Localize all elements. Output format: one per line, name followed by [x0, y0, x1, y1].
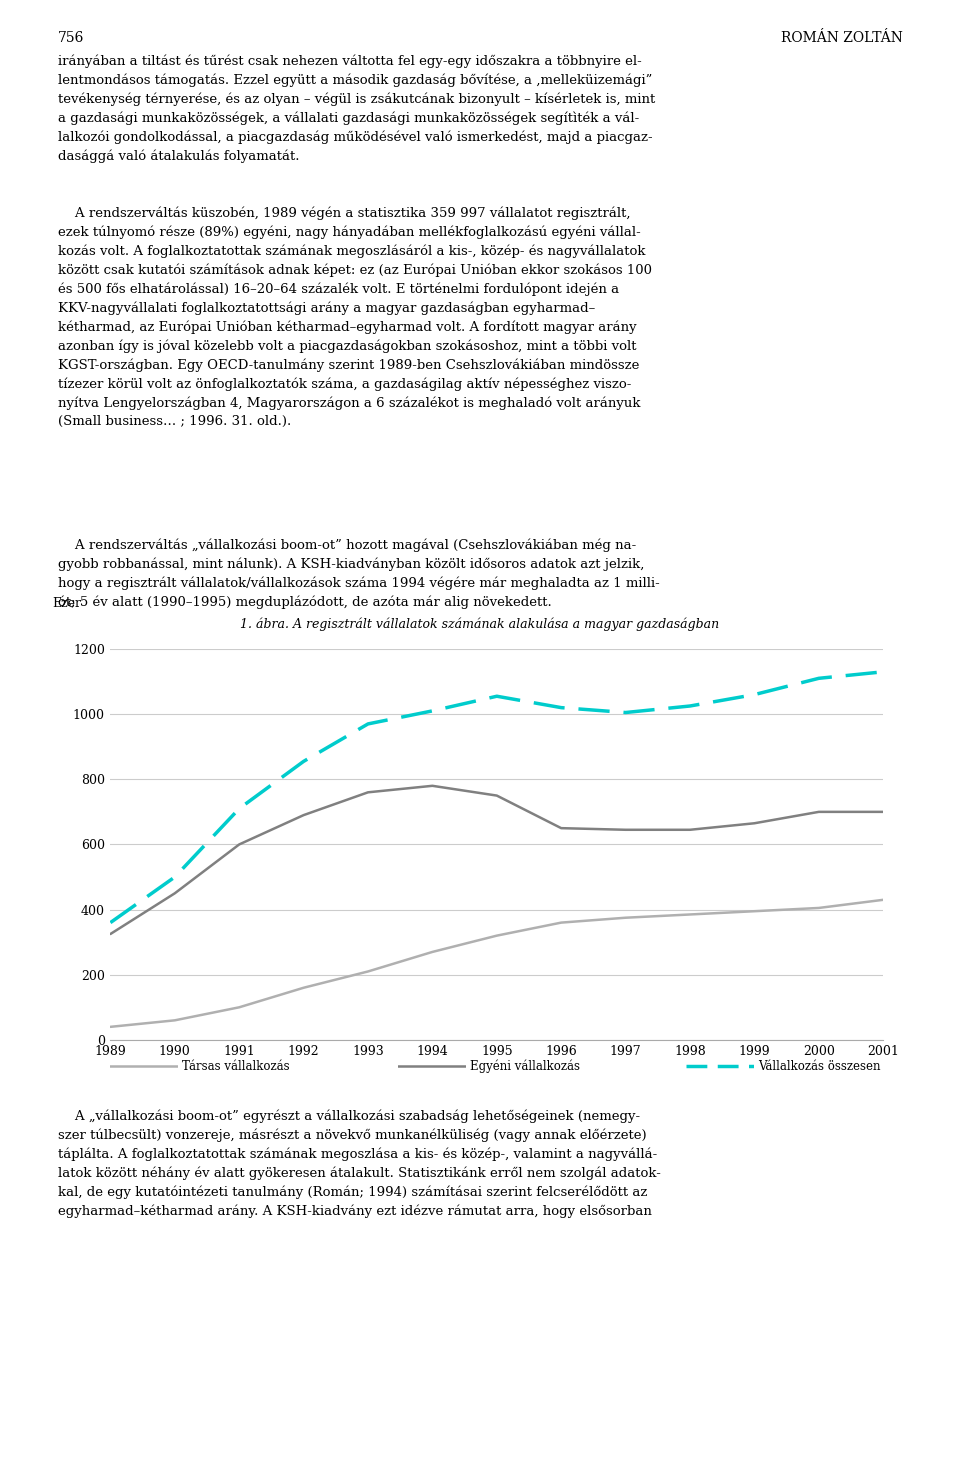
Text: 1. ábra. A regisztrált vállalatok számának alakulása a magyar gazdaságban: 1. ábra. A regisztrált vállalatok számán…	[240, 618, 720, 631]
Text: A „vállalkozási boom-ot” egyrészt a vállalkozási szabadság lehetőségeinek (nemeg: A „vállalkozási boom-ot” egyrészt a váll…	[58, 1109, 660, 1217]
Text: Társas vállalkozás: Társas vállalkozás	[182, 1061, 290, 1072]
Text: A rendszerváltás küszobén, 1989 végén a statisztika 359 997 vállalatot regisztrá: A rendszerváltás küszobén, 1989 végén a …	[58, 207, 652, 428]
Text: Ezer: Ezer	[53, 597, 82, 609]
Text: 756: 756	[58, 31, 84, 44]
Text: A rendszerváltás „vállalkozási boom-ot” hozott magával (Csehszlovákiában még na-: A rendszerváltás „vállalkozási boom-ot” …	[58, 538, 660, 609]
Text: irányában a tiltást és tűrést csak nehezen váltotta fel egy-egy időszakra a több: irányában a tiltást és tűrést csak nehez…	[58, 55, 655, 162]
Text: ROMÁN ZOLTÁN: ROMÁN ZOLTÁN	[780, 31, 902, 44]
Text: Egyéni vállalkozás: Egyéni vállalkozás	[470, 1059, 581, 1074]
Text: Vállalkozás összesen: Vállalkozás összesen	[758, 1061, 881, 1072]
